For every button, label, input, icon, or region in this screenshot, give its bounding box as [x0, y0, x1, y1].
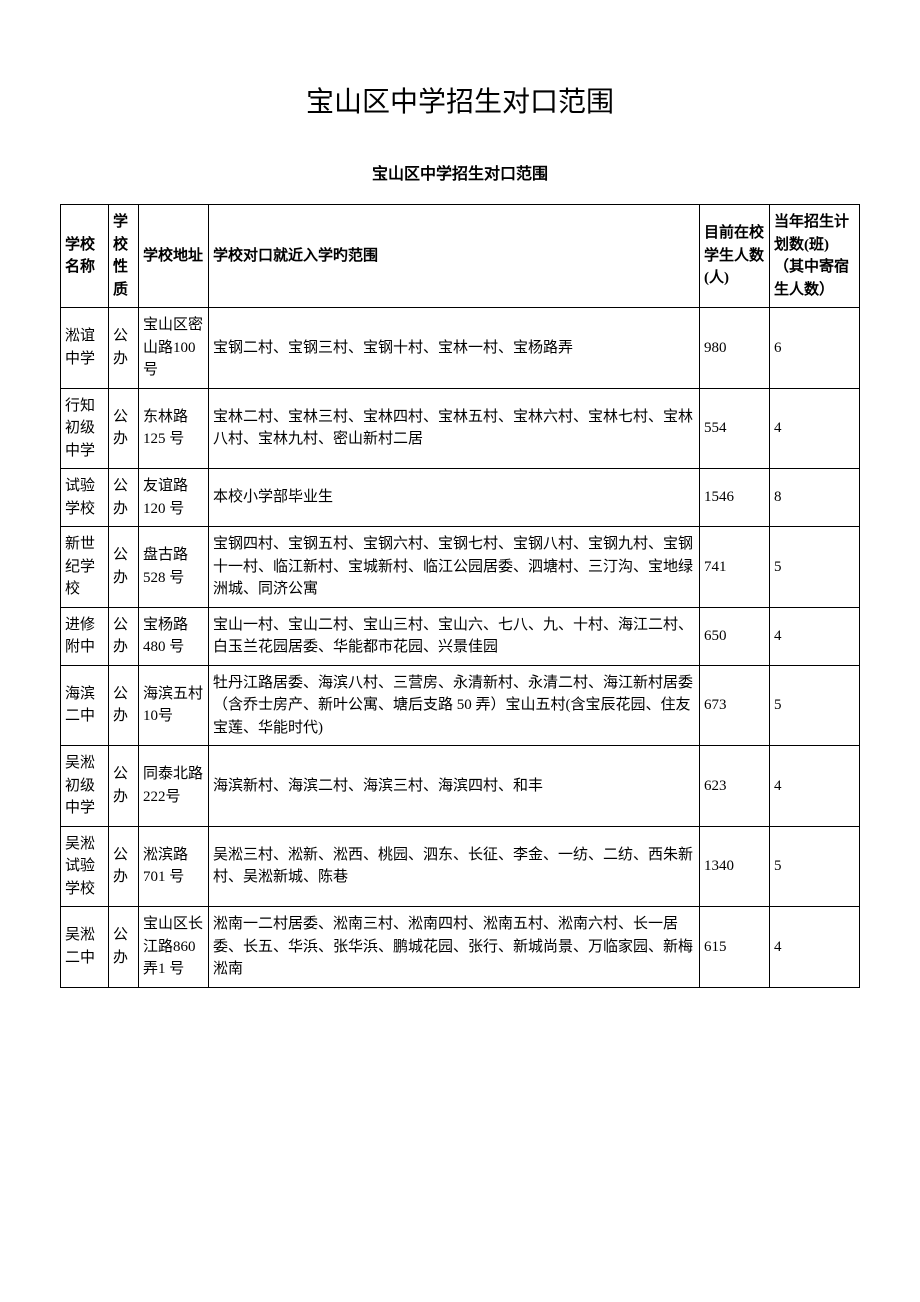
header-name: 学校名称	[61, 205, 109, 308]
cell-plan: 5	[770, 826, 860, 907]
cell-students: 554	[700, 388, 770, 469]
cell-type: 公办	[109, 746, 139, 827]
cell-plan: 6	[770, 308, 860, 389]
header-scope: 学校对口就近入学旳范围	[209, 205, 700, 308]
cell-addr: 宝山区密山路100 号	[139, 308, 209, 389]
cell-name: 试验学校	[61, 469, 109, 527]
cell-type: 公办	[109, 607, 139, 665]
cell-name: 吴淞二中	[61, 907, 109, 988]
cell-plan: 5	[770, 665, 860, 746]
cell-type: 公办	[109, 527, 139, 608]
table-row: 试验学校公办友谊路120 号本校小学部毕业生15468	[61, 469, 860, 527]
cell-students: 623	[700, 746, 770, 827]
cell-scope: 宝钢二村、宝钢三村、宝钢十村、宝林一村、宝杨路弄	[209, 308, 700, 389]
header-type: 学校性质	[109, 205, 139, 308]
cell-scope: 牡丹江路居委、海滨八村、三营房、永清新村、永清二村、海江新村居委（含乔士房产、新…	[209, 665, 700, 746]
cell-students: 615	[700, 907, 770, 988]
cell-name: 行知初级中学	[61, 388, 109, 469]
cell-scope: 海滨新村、海滨二村、海滨三村、海滨四村、和丰	[209, 746, 700, 827]
table-row: 淞谊中学公办宝山区密山路100 号宝钢二村、宝钢三村、宝钢十村、宝林一村、宝杨路…	[61, 308, 860, 389]
cell-scope: 宝林二村、宝林三村、宝林四村、宝林五村、宝林六村、宝林七村、宝林八村、宝林九村、…	[209, 388, 700, 469]
cell-students: 650	[700, 607, 770, 665]
cell-students: 673	[700, 665, 770, 746]
cell-plan: 5	[770, 527, 860, 608]
header-plan: 当年招生计划数(班)（其中寄宿生人数）	[770, 205, 860, 308]
cell-plan: 4	[770, 746, 860, 827]
header-addr: 学校地址	[139, 205, 209, 308]
cell-name: 进修附中	[61, 607, 109, 665]
table-row: 行知初级中学公办东林路125 号宝林二村、宝林三村、宝林四村、宝林五村、宝林六村…	[61, 388, 860, 469]
cell-name: 淞谊中学	[61, 308, 109, 389]
table-row: 新世纪学校公办盘古路528 号宝钢四村、宝钢五村、宝钢六村、宝钢七村、宝钢八村、…	[61, 527, 860, 608]
main-title: 宝山区中学招生对口范围	[60, 80, 860, 120]
cell-type: 公办	[109, 469, 139, 527]
cell-students: 1546	[700, 469, 770, 527]
sub-title: 宝山区中学招生对口范围	[60, 160, 860, 184]
cell-plan: 4	[770, 607, 860, 665]
cell-type: 公办	[109, 388, 139, 469]
table-body: 淞谊中学公办宝山区密山路100 号宝钢二村、宝钢三村、宝钢十村、宝林一村、宝杨路…	[61, 308, 860, 988]
cell-students: 1340	[700, 826, 770, 907]
table-row: 吴淞试验学校公办淞滨路701 号吴淞三村、淞新、淞西、桃园、泗东、长征、李金、一…	[61, 826, 860, 907]
cell-scope: 淞南一二村居委、淞南三村、淞南四村、淞南五村、淞南六村、长一居委、长五、华浜、张…	[209, 907, 700, 988]
enrollment-table: 学校名称 学校性质 学校地址 学校对口就近入学旳范围 目前在校学生人数(人) 当…	[60, 204, 860, 988]
cell-plan: 4	[770, 907, 860, 988]
table-row: 海滨二中公办海滨五村 10号牡丹江路居委、海滨八村、三营房、永清新村、永清二村、…	[61, 665, 860, 746]
cell-type: 公办	[109, 907, 139, 988]
cell-type: 公办	[109, 308, 139, 389]
cell-addr: 友谊路120 号	[139, 469, 209, 527]
header-students: 目前在校学生人数(人)	[700, 205, 770, 308]
cell-addr: 盘古路528 号	[139, 527, 209, 608]
cell-name: 新世纪学校	[61, 527, 109, 608]
cell-addr: 同泰北路 222号	[139, 746, 209, 827]
cell-addr: 淞滨路701 号	[139, 826, 209, 907]
table-header-row: 学校名称 学校性质 学校地址 学校对口就近入学旳范围 目前在校学生人数(人) 当…	[61, 205, 860, 308]
cell-addr: 海滨五村 10号	[139, 665, 209, 746]
cell-addr: 东林路125 号	[139, 388, 209, 469]
cell-scope: 本校小学部毕业生	[209, 469, 700, 527]
cell-plan: 4	[770, 388, 860, 469]
cell-name: 海滨二中	[61, 665, 109, 746]
table-row: 吴淞初级中学公办同泰北路 222号海滨新村、海滨二村、海滨三村、海滨四村、和丰6…	[61, 746, 860, 827]
cell-plan: 8	[770, 469, 860, 527]
cell-students: 741	[700, 527, 770, 608]
cell-name: 吴淞初级中学	[61, 746, 109, 827]
cell-scope: 宝钢四村、宝钢五村、宝钢六村、宝钢七村、宝钢八村、宝钢九村、宝钢十一村、临江新村…	[209, 527, 700, 608]
cell-scope: 宝山一村、宝山二村、宝山三村、宝山六、七八、九、十村、海江二村、白玉兰花园居委、…	[209, 607, 700, 665]
cell-students: 980	[700, 308, 770, 389]
cell-scope: 吴淞三村、淞新、淞西、桃园、泗东、长征、李金、一纺、二纺、西朱新村、吴淞新城、陈…	[209, 826, 700, 907]
cell-addr: 宝杨路480 号	[139, 607, 209, 665]
cell-addr: 宝山区长江路860 弄1 号	[139, 907, 209, 988]
table-row: 吴淞二中公办宝山区长江路860 弄1 号淞南一二村居委、淞南三村、淞南四村、淞南…	[61, 907, 860, 988]
cell-type: 公办	[109, 665, 139, 746]
table-row: 进修附中公办宝杨路480 号宝山一村、宝山二村、宝山三村、宝山六、七八、九、十村…	[61, 607, 860, 665]
cell-type: 公办	[109, 826, 139, 907]
cell-name: 吴淞试验学校	[61, 826, 109, 907]
